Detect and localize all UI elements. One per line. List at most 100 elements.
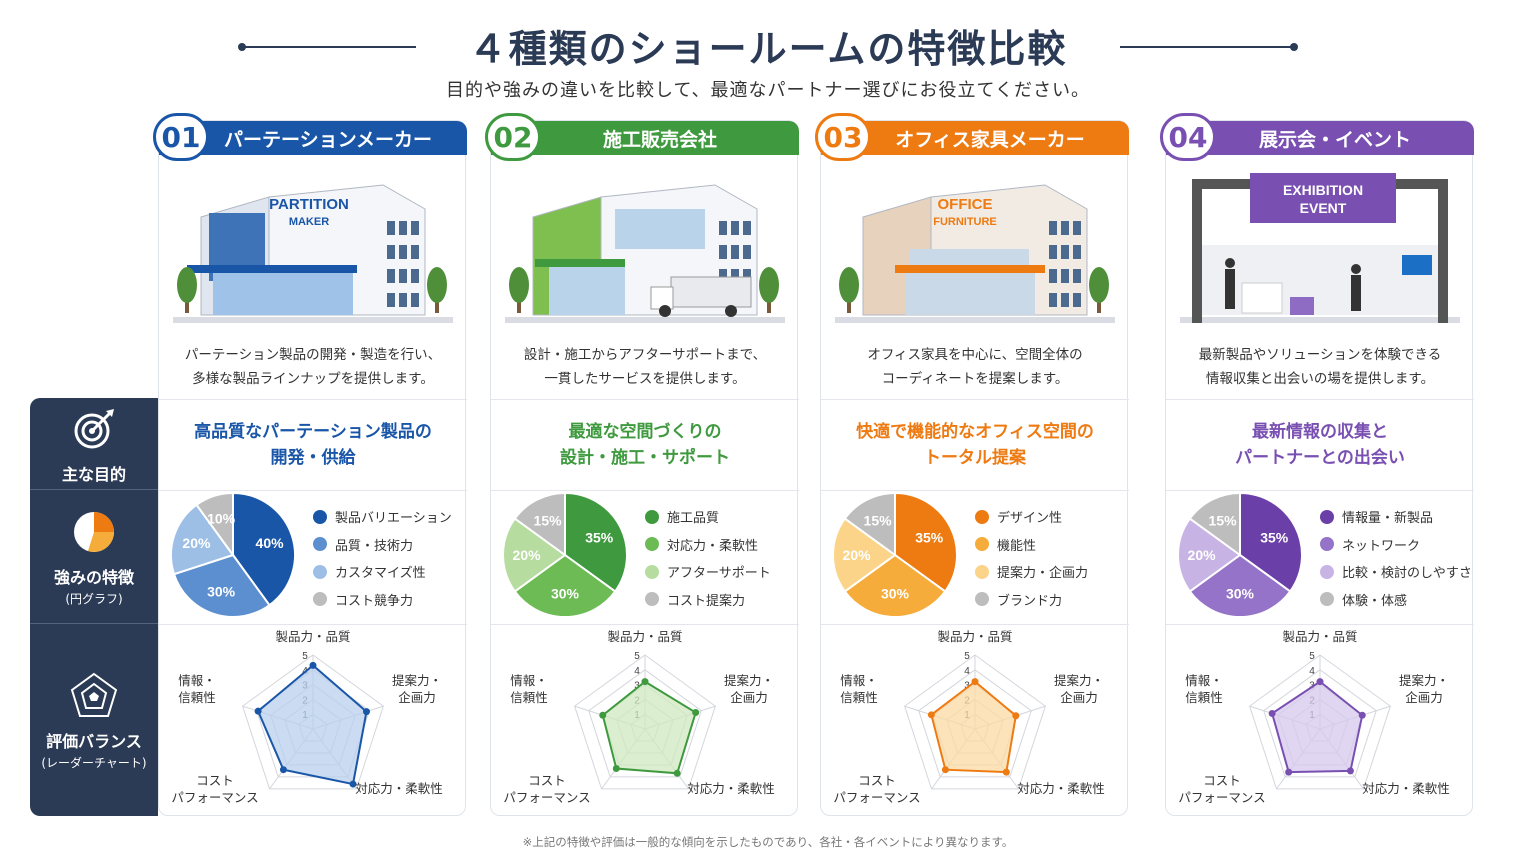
radar-point bbox=[673, 769, 681, 777]
radar-grid-ring bbox=[904, 654, 1046, 790]
radar-tick-label: 5 bbox=[634, 651, 640, 662]
title-divider-left bbox=[238, 43, 416, 51]
radar-point bbox=[1316, 678, 1324, 686]
legend-label: ネットワーク bbox=[1342, 538, 1421, 554]
card-number-badge: 02 bbox=[485, 113, 541, 161]
purpose-line: 最新情報の収集と bbox=[1252, 422, 1388, 442]
pie-legend: デザイン性 機能性 提案力・企画力 ブランド力 bbox=[975, 503, 1088, 613]
radar-axis-label: 対応力・柔軟性 bbox=[1017, 781, 1105, 796]
row-label-sidebar: 主な目的 強みの特徴 (円グラフ) 評価バランス (レーダーチャート) bbox=[30, 398, 158, 816]
pie-slice-label: 15% bbox=[1209, 513, 1238, 529]
radar-point bbox=[362, 708, 370, 716]
card-04: 展示会・イベント 04 EXHIBITION EVENT 最新製品やソリューションを体験… bbox=[1160, 113, 1474, 816]
pie-slice bbox=[564, 493, 628, 593]
legend-label: 製品バリエーション bbox=[335, 511, 452, 527]
pie-slice bbox=[195, 493, 234, 559]
legend-swatch bbox=[645, 509, 659, 524]
legend-item: 情報量・新製品 bbox=[1320, 503, 1472, 531]
radar-axis-label: 情報・ bbox=[510, 673, 548, 688]
legend-label: 施工品質 bbox=[667, 511, 720, 527]
pie-slice-label: 15% bbox=[534, 513, 563, 529]
strength-pie-section: 35% 30% 20% 15% 情報量・新製品 ネットワーク比較・検討のしやすさ体験・体感 bbox=[1166, 491, 1474, 625]
row-label-purpose: 主な目的 bbox=[30, 398, 158, 490]
pie-slice bbox=[170, 503, 235, 576]
legend-label: 体験・体感 bbox=[1342, 593, 1408, 609]
radar-tick-label: 5 bbox=[302, 651, 308, 662]
strength-pie-section: 35% 30% 20% 15% 施工品質 対応力・柔軟性 アフターサポート コスト提案力 bbox=[491, 491, 799, 625]
card-title: パーテーションメーカー bbox=[223, 128, 433, 151]
pie-slice bbox=[1188, 553, 1292, 618]
purpose-line: 高品質なパーテーション製品の bbox=[194, 422, 432, 442]
legend-label: 提案力・企画力 bbox=[997, 566, 1089, 582]
building-illustration bbox=[505, 184, 785, 323]
sign-text: FURNITURE bbox=[933, 216, 997, 228]
card-header: パーテーションメーカー bbox=[159, 121, 467, 155]
evaluation-radar-chart: 12345製品力・品質提案力・企画力対応力・柔軟性コストパフォーマンス情報・信頼… bbox=[1178, 629, 1449, 805]
legend-label: 情報量・新製品 bbox=[1342, 511, 1434, 527]
card-number-badge: 01 bbox=[153, 113, 209, 161]
radar-series-area bbox=[930, 680, 1017, 774]
page-subtitle: 目的や強みの違いを比較して、最適なパートナー選びにお役立てください。 bbox=[445, 80, 1091, 101]
card-01: パーテーションメーカー 01 PARTITION MAKER パーテーション製品の開発・… bbox=[153, 113, 467, 816]
legend-item: 品質・技術力 bbox=[313, 531, 452, 559]
radar-point bbox=[1285, 768, 1293, 776]
pie-slice-label: 20% bbox=[182, 535, 211, 551]
sign-text: OFFICE bbox=[938, 196, 993, 213]
description-line: オフィス家具を中心に、空間全体の bbox=[867, 347, 1083, 363]
description-line: コーディネートを提案します。 bbox=[881, 371, 1069, 387]
radar-axis-label: 信頼性 bbox=[1185, 690, 1223, 705]
description-line: 情報収集と出会いの場を提供します。 bbox=[1205, 371, 1435, 387]
legend-item: 施工品質 bbox=[645, 503, 771, 531]
radar-axis-label: 提案力・ bbox=[1054, 673, 1104, 688]
radar-axis-label: 提案力・ bbox=[724, 673, 774, 688]
page-title: ４種類のショールームの特徴比較 bbox=[468, 27, 1068, 71]
strength-pie-chart: 35% 30% 20% 15% bbox=[1177, 493, 1303, 618]
purpose-line: パートナーとの出会い bbox=[1235, 448, 1405, 468]
pie-slice-label: 35% bbox=[585, 530, 614, 546]
radar-axis-label: 提案力・ bbox=[1399, 673, 1449, 688]
purpose-line: 最適な空間づくりの bbox=[568, 422, 722, 442]
pie-slice bbox=[1188, 493, 1241, 557]
legend-label: 品質・技術力 bbox=[335, 538, 414, 554]
radar-point bbox=[692, 709, 700, 717]
radar-series-area bbox=[256, 664, 368, 786]
radar-tick-label: 4 bbox=[1309, 666, 1315, 677]
radar-axis-label: コスト bbox=[1203, 773, 1241, 788]
pie-slice bbox=[832, 517, 897, 593]
legend-item: ブランド力 bbox=[975, 586, 1088, 614]
radar-point bbox=[349, 780, 357, 788]
radar-axis-label: パフォーマンス bbox=[833, 790, 920, 805]
radar-point bbox=[1346, 767, 1354, 775]
radar-axis-label: 情報・ bbox=[1185, 673, 1223, 688]
radar-axis-label: 企画力 bbox=[730, 690, 768, 705]
pie-slice-label: 10% bbox=[207, 510, 236, 526]
legend-swatch bbox=[313, 509, 327, 524]
evaluation-radar-chart: 12345製品力・品質提案力・企画力対応力・柔軟性コストパフォーマンス情報・信頼… bbox=[503, 629, 774, 805]
radar-grid-ring bbox=[588, 669, 702, 778]
strength-pie-chart: 35% 30% 20% 15% bbox=[502, 493, 628, 618]
legend-swatch bbox=[313, 592, 327, 607]
legend-item: 機能性 bbox=[975, 531, 1088, 559]
radar-grid-ring bbox=[1249, 654, 1391, 790]
legend-item: コスト競争力 bbox=[313, 586, 452, 614]
pie-slice-label: 15% bbox=[864, 513, 893, 529]
radar-tick-label: 5 bbox=[1309, 651, 1315, 662]
radar-axis-label: 信頼性 bbox=[840, 690, 878, 705]
legend-label: 機能性 bbox=[997, 538, 1037, 554]
pie-slice bbox=[1177, 517, 1242, 593]
pie-slice bbox=[894, 493, 958, 593]
row-label-purpose-text: 主な目的 bbox=[61, 464, 126, 484]
legend-item: 比較・検討のしやすさ bbox=[1320, 558, 1472, 586]
legend-swatch bbox=[1320, 537, 1334, 552]
pie-slice-label: 35% bbox=[915, 530, 944, 546]
radar-axis-label: 企画力 bbox=[398, 690, 436, 705]
card-description: 最新製品やソリューションを体験できる 情報収集と出会いの場を提供します。 bbox=[1166, 343, 1474, 391]
radar-axis-label: 企画力 bbox=[1060, 690, 1098, 705]
strength-pie-chart: 35% 30% 20% 15% bbox=[832, 493, 958, 618]
purpose-line: 快適で機能的なオフィス空間の bbox=[856, 422, 1094, 442]
pie-legend: 施工品質 対応力・柔軟性 アフターサポート コスト提案力 bbox=[645, 503, 771, 613]
legend-item: 体験・体感 bbox=[1320, 586, 1472, 614]
sign-text: EXHIBITION bbox=[1283, 182, 1363, 198]
radar-point bbox=[1002, 768, 1010, 776]
card-description: パーテーション製品の開発・製造を行い、 多様な製品ラインナップを提供します。 bbox=[159, 343, 467, 391]
